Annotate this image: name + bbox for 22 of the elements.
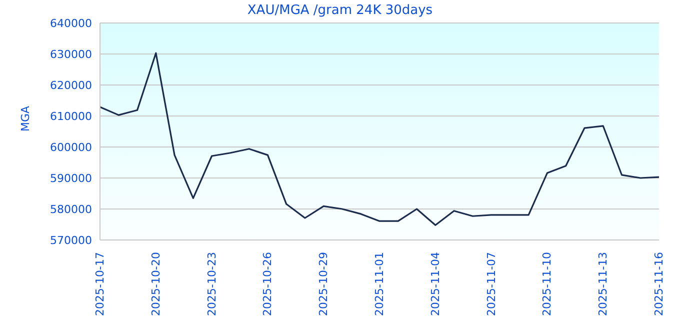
x-tick-label: 2025-10-26 — [261, 252, 274, 316]
y-tick-label: 640000 — [50, 16, 92, 30]
x-tick-label: 2025-11-10 — [540, 252, 554, 316]
y-tick-label: 620000 — [50, 78, 92, 92]
y-tick-label: 580000 — [50, 202, 92, 216]
line-series — [100, 52, 659, 226]
y-tick-label: 590000 — [50, 172, 92, 185]
x-tick-label: 2025-11-01 — [373, 252, 386, 316]
x-tick-label: 2025-10-29 — [317, 252, 330, 316]
x-tick-label: 2025-11-16 — [652, 252, 666, 316]
x-tick-label: 2025-10-17 — [94, 252, 106, 316]
x-tick-label: 2025-10-20 — [149, 252, 162, 316]
y-tick-label: 630000 — [50, 48, 92, 61]
y-tick-label: 610000 — [50, 110, 92, 123]
x-tick-label: 2025-11-13 — [596, 252, 610, 316]
x-tick-label: 2025-11-04 — [428, 252, 442, 316]
y-tick-label: 570000 — [50, 234, 92, 247]
x-tick-label: 2025-11-07 — [484, 252, 498, 316]
y-tick-label: 600000 — [50, 140, 92, 154]
x-tick-label: 2025-10-23 — [205, 252, 218, 316]
chart-title: XAU/MGA /gram 24K 30days — [246, 3, 434, 18]
y-axis-title: MGA — [18, 105, 32, 132]
